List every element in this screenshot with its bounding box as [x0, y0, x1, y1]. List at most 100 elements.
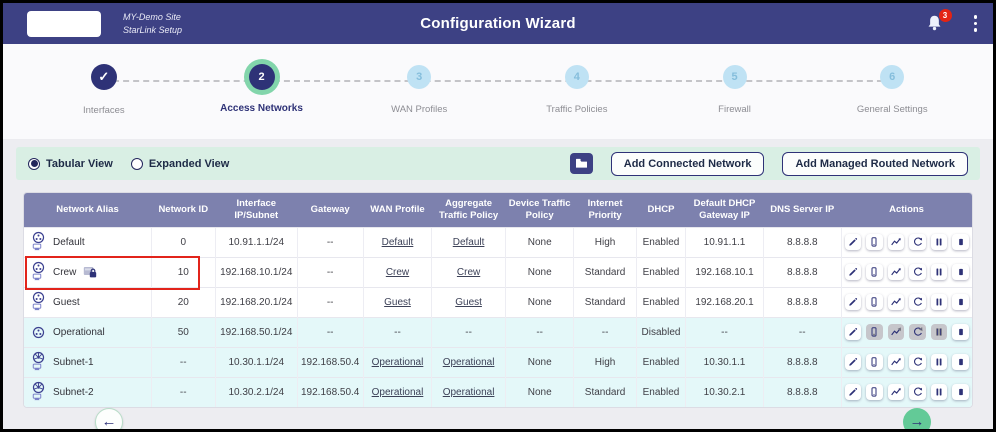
- stop-button[interactable]: [952, 234, 969, 251]
- aggregate-policy-link[interactable]: Default: [452, 236, 485, 248]
- back-button[interactable]: ←: [95, 407, 123, 429]
- site-info: MY-Demo Site StarLink Setup: [123, 11, 182, 35]
- statistics-button[interactable]: [887, 384, 905, 401]
- refresh-button[interactable]: [909, 264, 926, 281]
- next-button[interactable]: →: [903, 407, 931, 431]
- step-wan-profiles[interactable]: 3 WAN Profiles: [340, 44, 498, 139]
- dns-cell: --: [762, 316, 842, 348]
- step-interfaces[interactable]: ✓ Interfaces: [25, 44, 183, 139]
- stop-button[interactable]: [952, 294, 969, 311]
- aggregate-policy-link[interactable]: Guest: [455, 296, 482, 308]
- aggregate-policy-link[interactable]: Operational: [442, 356, 495, 368]
- device-icon: [871, 237, 877, 247]
- expanded-view-radio[interactable]: Expanded View: [130, 157, 230, 170]
- chart-icon: [891, 237, 902, 246]
- step-label: WAN Profiles: [391, 104, 448, 115]
- step-access-networks[interactable]: 2 Access Networks: [183, 44, 341, 139]
- aggregate-policy-link[interactable]: Crew: [456, 266, 481, 278]
- stop-icon: [958, 359, 963, 366]
- dhcp-cell: Enabled: [635, 256, 686, 288]
- next-arrow-icon: →: [909, 413, 925, 431]
- table-row-default: Default 0 10.91.1.1/24 -- Default Defaul…: [24, 226, 972, 258]
- screen-view-button[interactable]: [569, 153, 593, 174]
- device-icon: [871, 387, 877, 397]
- networks-table: Network Alias Network ID Interface IP/Su…: [24, 193, 972, 407]
- wan-profile-link[interactable]: Crew: [385, 266, 410, 278]
- device-list-button[interactable]: [866, 264, 883, 281]
- stop-button[interactable]: [952, 384, 969, 401]
- notifications-button[interactable]: 3: [926, 8, 952, 34]
- pause-button[interactable]: [930, 354, 948, 371]
- stop-icon: [958, 329, 963, 336]
- edit-button[interactable]: [844, 384, 862, 401]
- table-row-subnet-2: Subnet-2 -- 10.30.2.1/24 192.168.50.4 Op…: [24, 376, 972, 407]
- aggregate-policy-link[interactable]: Operational: [442, 386, 495, 398]
- wizard-stepper: ✓ Interfaces 2 Access Networks 3 WAN Pro…: [3, 44, 993, 140]
- edit-button[interactable]: [844, 234, 862, 251]
- step-firewall[interactable]: 5 Firewall: [656, 44, 814, 139]
- network-id-cell: 10: [150, 256, 216, 288]
- network-alias-label: Crew: [53, 266, 77, 278]
- priority-cell: High: [573, 346, 637, 378]
- step-traffic-policies[interactable]: 4 Traffic Policies: [498, 44, 656, 139]
- step-general-settings[interactable]: 6 General Settings: [813, 44, 971, 139]
- chart-icon: [891, 267, 902, 276]
- expanded-view-label: Expanded View: [148, 157, 230, 170]
- edit-button[interactable]: [844, 354, 862, 371]
- edit-button[interactable]: [844, 294, 862, 311]
- stop-button[interactable]: [952, 324, 969, 341]
- pause-button[interactable]: [930, 384, 948, 401]
- col-device-traffic-policy: Device Traffic Policy: [505, 193, 574, 228]
- captive-portal-lock-icon: [83, 266, 98, 279]
- refresh-button[interactable]: [909, 234, 926, 251]
- edit-button[interactable]: [844, 324, 862, 341]
- pause-icon: [936, 328, 943, 337]
- col-interface-ip: Interface IP/Subnet: [215, 193, 297, 228]
- col-actions: Actions: [841, 193, 972, 228]
- device-icon: [871, 327, 877, 337]
- ip-subnet-cell: 192.168.50.1/24: [214, 316, 297, 348]
- network-id-cell: 50: [150, 316, 216, 348]
- aggregate-policy-cell: --: [431, 316, 506, 348]
- monitor-icon: [575, 158, 587, 168]
- logo: [27, 10, 101, 37]
- tabular-view-radio[interactable]: Tabular View: [28, 157, 113, 170]
- view-toolbar: Tabular View Expanded View Add Connected…: [16, 147, 980, 180]
- add-managed-routed-network-button[interactable]: Add Managed Routed Network: [782, 151, 968, 176]
- kebab-menu-button[interactable]: [972, 13, 980, 34]
- pause-button[interactable]: [930, 264, 948, 281]
- pencil-icon: [849, 298, 857, 306]
- device-list-button[interactable]: [866, 234, 883, 251]
- step-label: Traffic Policies: [546, 104, 608, 115]
- wan-profile-link[interactable]: Default: [381, 236, 414, 248]
- statistics-button[interactable]: [887, 294, 905, 311]
- col-network-id: Network ID: [151, 193, 216, 228]
- device-list-button[interactable]: [866, 294, 883, 311]
- wan-profile-link[interactable]: Guest: [384, 296, 411, 308]
- pencil-icon: [849, 268, 857, 276]
- col-dns-server-ip: DNS Server IP: [763, 193, 842, 228]
- stop-button[interactable]: [952, 354, 969, 371]
- refresh-button[interactable]: [909, 294, 926, 311]
- pause-icon: [936, 268, 942, 276]
- statistics-button[interactable]: [887, 354, 905, 371]
- wan-profile-link[interactable]: Operational: [371, 386, 424, 398]
- statistics-button[interactable]: [887, 234, 905, 251]
- network-id-cell: --: [150, 346, 216, 378]
- device-list-button[interactable]: [866, 354, 883, 371]
- pause-button[interactable]: [930, 234, 948, 251]
- statistics-button[interactable]: [887, 264, 905, 281]
- access-network-icon: [31, 291, 46, 314]
- refresh-button[interactable]: [909, 354, 926, 371]
- pause-button[interactable]: [930, 294, 948, 311]
- stop-button[interactable]: [952, 264, 969, 281]
- network-id-cell: 0: [150, 226, 216, 258]
- device-list-button[interactable]: [866, 384, 883, 401]
- refresh-button[interactable]: [909, 384, 926, 401]
- add-connected-network-button[interactable]: Add Connected Network: [610, 151, 765, 176]
- sync-icon: [913, 357, 923, 366]
- wan-profile-link[interactable]: Operational: [371, 356, 424, 368]
- edit-button[interactable]: [844, 264, 862, 281]
- priority-cell: --: [573, 316, 637, 348]
